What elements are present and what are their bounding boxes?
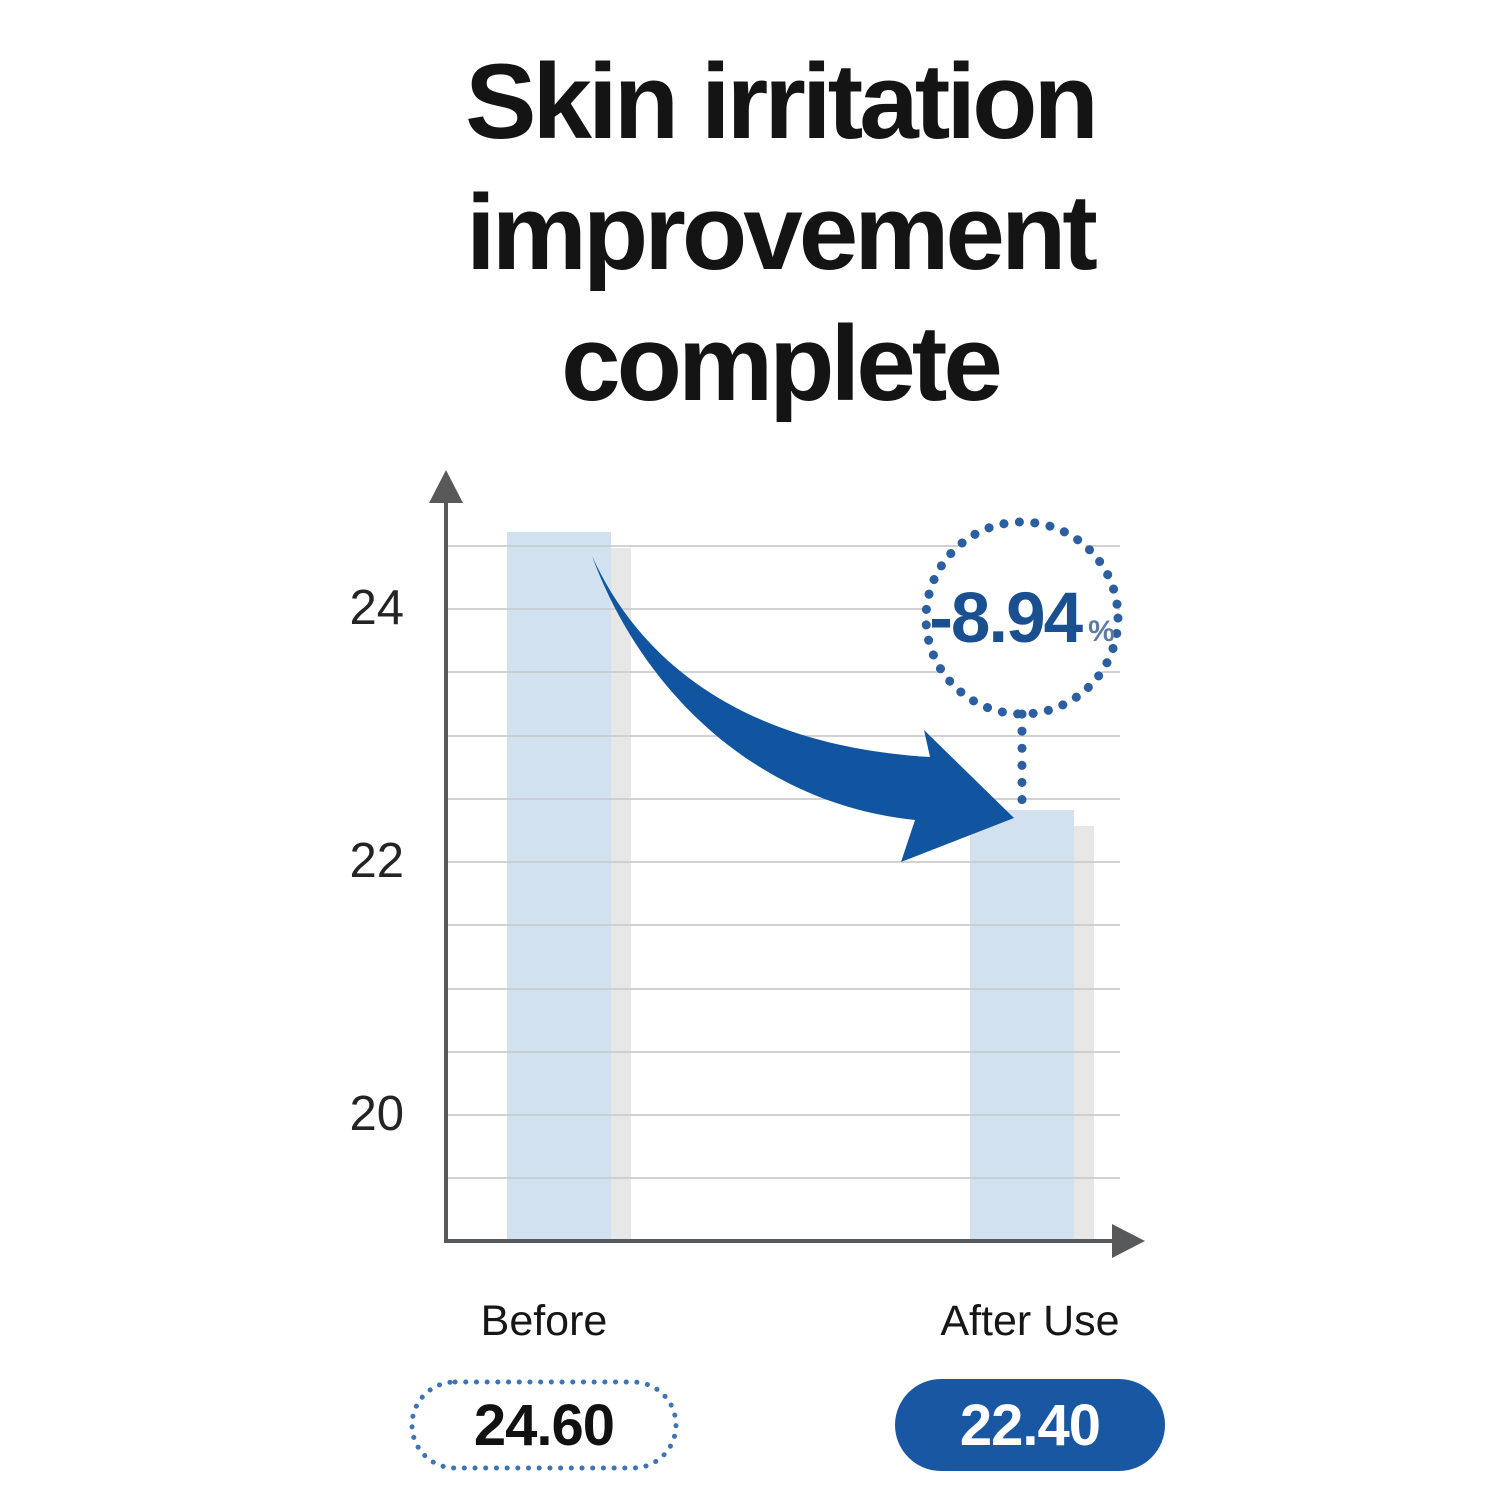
gridline — [448, 1051, 1120, 1053]
y-axis-arrowhead — [429, 470, 463, 503]
gridline — [448, 988, 1120, 990]
y-tick-label: 20 — [349, 1087, 404, 1141]
gridline — [448, 924, 1120, 926]
y-tick-label: 24 — [349, 581, 404, 635]
category-label-after: After Use — [940, 1297, 1120, 1345]
value-pill-before: 24.60 — [409, 1379, 679, 1471]
page-title: Skin irritation improvement complete — [30, 36, 1500, 429]
pill-dotted-outline — [409, 1379, 679, 1471]
value-pill-after: 22.40 — [895, 1379, 1165, 1471]
value-after: 22.40 — [959, 1392, 1101, 1458]
x-axis-arrowhead — [1112, 1224, 1145, 1258]
gridline — [448, 798, 1120, 800]
gridline — [448, 1177, 1120, 1179]
gridline — [448, 545, 1120, 547]
bar-after-use — [970, 810, 1074, 1239]
annotation-value: -8.94 — [929, 578, 1083, 658]
decline-arrow — [592, 556, 1014, 862]
gridline — [448, 608, 1120, 610]
value-before: 24.60 — [473, 1392, 615, 1458]
annotation: -8.94 % — [926, 522, 1118, 714]
title-line-1: Skin irritation — [465, 41, 1099, 161]
bar-before — [507, 532, 611, 1239]
gridline — [448, 861, 1120, 863]
gridline — [448, 671, 1120, 673]
annotation-unit: % — [1088, 615, 1115, 648]
y-tick-label: 22 — [349, 834, 404, 888]
title-line-2: improvement — [466, 172, 1098, 292]
title-line-3: complete — [561, 303, 1003, 423]
gridline — [448, 1114, 1120, 1116]
category-label-before: Before — [480, 1297, 608, 1345]
